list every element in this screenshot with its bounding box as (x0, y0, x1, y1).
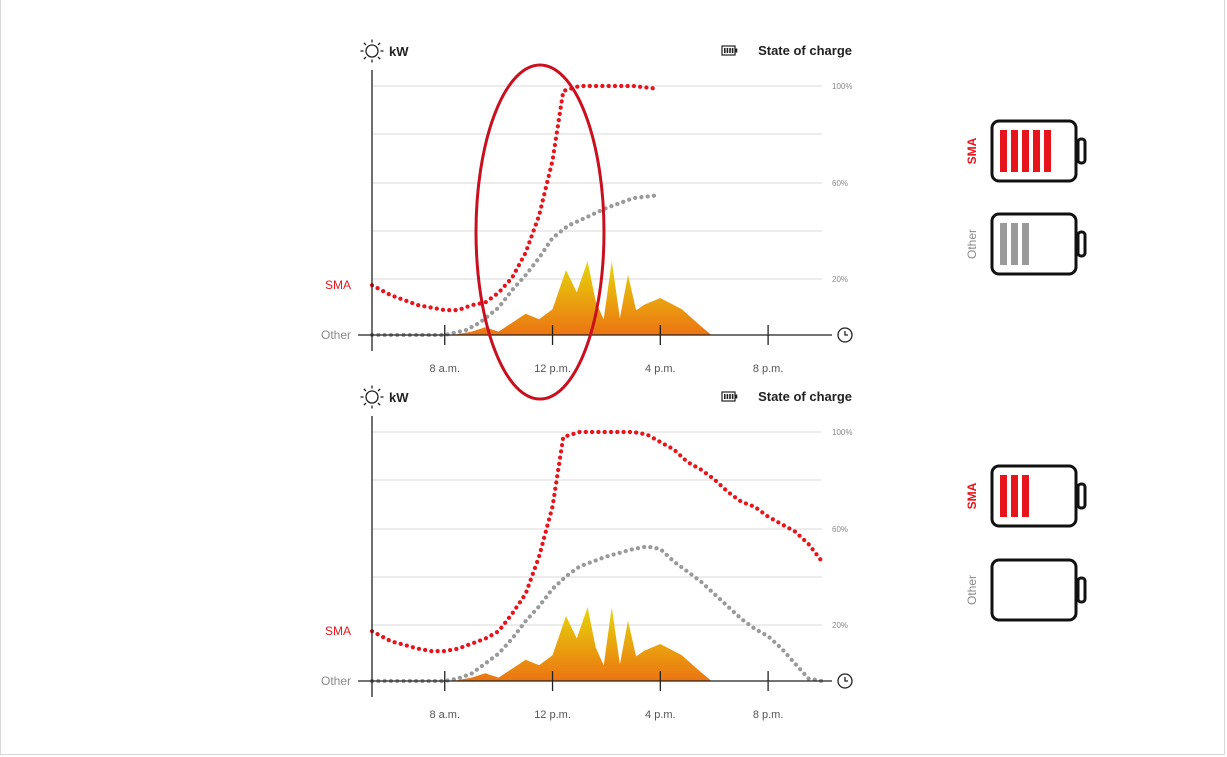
battery-body (990, 464, 1078, 528)
battery-terminal (1076, 230, 1087, 258)
battery-charge-bar (1022, 223, 1029, 265)
other-soc-series (369, 544, 825, 684)
x-tick-label: 8 a.m. (429, 709, 460, 721)
battery-charge-bar (1000, 223, 1007, 265)
battery-charge-bar (1000, 475, 1007, 517)
soc-tick-label: 60% (832, 179, 848, 188)
battery-terminal (1076, 576, 1087, 604)
power-unit-label: kW (389, 44, 409, 59)
battery-charge-bar (1033, 130, 1040, 172)
battery-label: Other (965, 229, 979, 259)
sun-ray (363, 56, 367, 60)
soc-tick-label: 60% (832, 525, 848, 534)
sun-ray (377, 388, 381, 392)
battery-charge-bar (1022, 130, 1029, 172)
soc-tick-label: 100% (832, 82, 852, 91)
battery-icon-body (721, 391, 736, 402)
sma-soc-series (369, 83, 657, 313)
battery-charge-bar (1022, 475, 1029, 517)
battery-label: Other (965, 575, 979, 605)
battery-label: SMA (965, 482, 979, 509)
clock-hands (844, 677, 848, 682)
sun-icon (360, 385, 384, 409)
battery-icon-bar (731, 394, 734, 399)
other-soc-series (369, 193, 657, 338)
soc-tick-label: 100% (832, 428, 852, 437)
battery-sma-2: SMA (965, 464, 1087, 528)
sun-ray (363, 388, 367, 392)
chart-panel-2: kW State of charge 100% 60% 20% 8 a.m. 12 p.m.… (321, 385, 853, 721)
battery-sma-1: SMA (965, 119, 1087, 183)
battery-icon-tip (735, 48, 738, 53)
chart-panel-1: kW State of charge 100% 60% 20% 8 a.m. 12 p.m.… (321, 39, 853, 375)
battery-icon-bar (724, 48, 726, 53)
x-tick-label: 4 p.m. (645, 709, 676, 721)
power-unit-label: kW (389, 390, 409, 405)
sma-series-label: SMA (325, 624, 351, 638)
battery-charge-bar (1000, 130, 1007, 172)
clock-hands (844, 331, 848, 336)
battery-other-1: Other (965, 212, 1087, 276)
solar-production-area (452, 607, 712, 681)
clock-icon (837, 673, 853, 689)
battery-charge-bar (1044, 130, 1051, 172)
sun-core (365, 390, 379, 404)
battery-charge-bar (1011, 223, 1018, 265)
battery-terminal (1076, 482, 1087, 510)
battery-other-2: Other (965, 558, 1087, 622)
soc-tick-label: 20% (832, 621, 848, 630)
sun-ray (377, 56, 381, 60)
clock-face (837, 327, 853, 343)
soc-tick-label: 20% (832, 275, 848, 284)
battery-charge-bar (1011, 130, 1018, 172)
highlight-ellipse (474, 63, 606, 401)
soc-label: State of charge (758, 389, 852, 404)
x-tick-label: 4 p.m. (645, 363, 676, 375)
x-tick-label: 8 p.m. (753, 363, 784, 375)
sun-ray (363, 402, 367, 406)
battery-icon-bar (731, 48, 734, 53)
sun-icon (360, 39, 384, 63)
sun-ray (363, 42, 367, 46)
clock-face (837, 673, 853, 689)
sma-series-label: SMA (325, 278, 351, 292)
other-series-label: Other (321, 674, 351, 688)
sun-core (365, 44, 379, 58)
battery-charge-bar (1011, 475, 1018, 517)
soc-label: State of charge (758, 43, 852, 58)
sun-ray (377, 42, 381, 46)
battery-label: SMA (965, 137, 979, 164)
solar-production-area (452, 261, 712, 335)
clock-icon (837, 327, 853, 343)
battery-icon-bar (729, 48, 731, 53)
battery-icon-bar (726, 48, 729, 53)
battery-icon-tip (735, 394, 738, 399)
x-tick-label: 12 p.m. (534, 363, 571, 375)
battery-terminal (1076, 137, 1087, 165)
battery-icon (721, 45, 738, 56)
battery-icon-bar (726, 394, 729, 399)
battery-icon-bar (729, 394, 731, 399)
battery-icon-bar (724, 394, 726, 399)
x-tick-label: 8 p.m. (753, 709, 784, 721)
battery-body (990, 212, 1078, 276)
battery-body (990, 558, 1078, 622)
battery-body (990, 119, 1078, 183)
x-tick-label: 8 a.m. (429, 363, 460, 375)
sun-ray (377, 402, 381, 406)
battery-icon (721, 391, 738, 402)
sma-soc-series (369, 429, 825, 654)
battery-icon-body (721, 45, 736, 56)
other-series-label: Other (321, 328, 351, 342)
x-tick-label: 12 p.m. (534, 709, 571, 721)
